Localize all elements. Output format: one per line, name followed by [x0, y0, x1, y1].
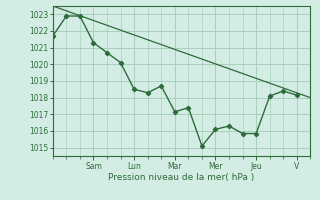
X-axis label: Pression niveau de la mer( hPa ): Pression niveau de la mer( hPa )	[108, 173, 255, 182]
